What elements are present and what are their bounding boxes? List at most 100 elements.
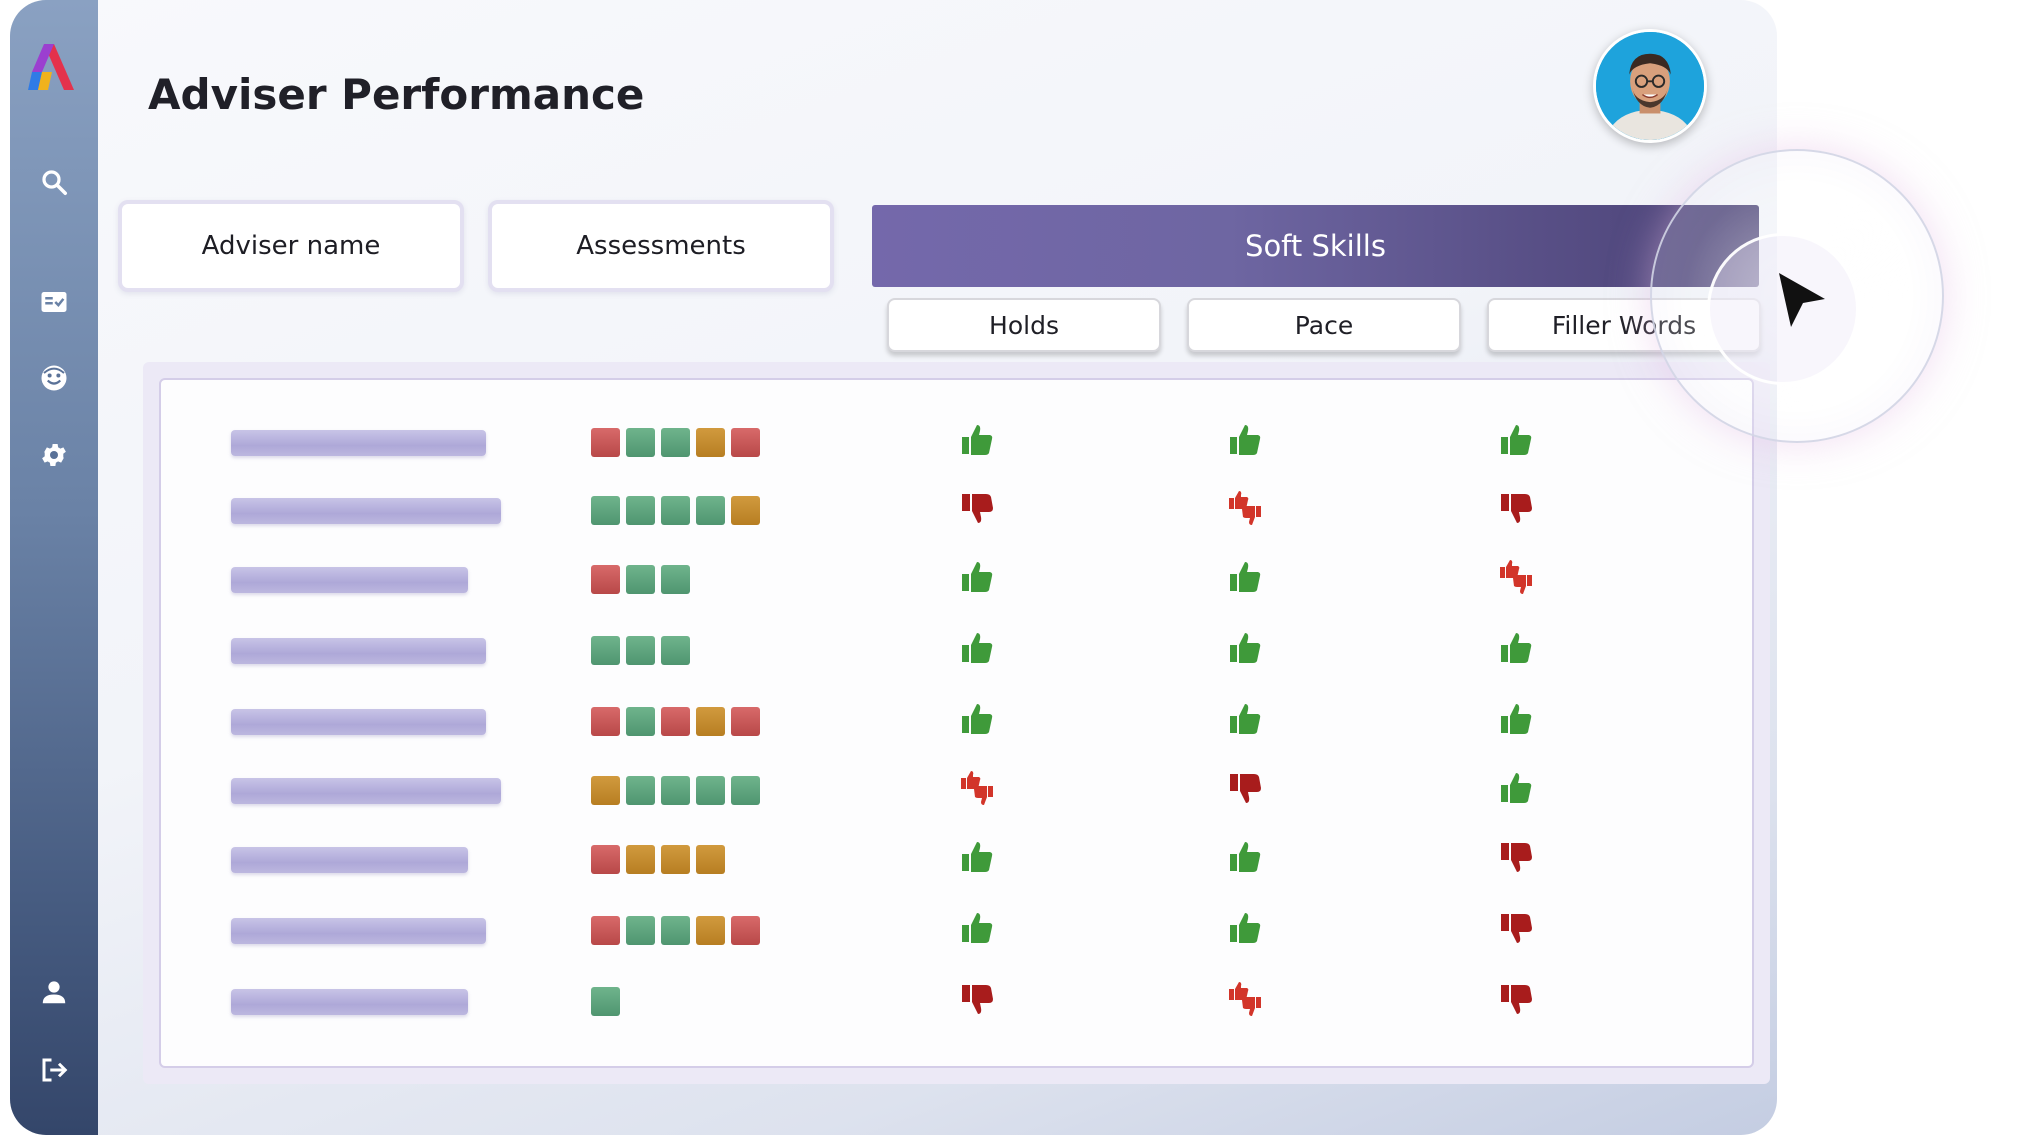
thumbs-mixed-icon [1498,559,1534,595]
thumbs-up-icon [1498,630,1534,666]
assessment-square-red [731,707,760,736]
adviser-name-header-label: Adviser name [201,231,381,261]
assessment-square-red [591,707,620,736]
assessment-square-orange [696,428,725,457]
assessment-square-green [626,707,655,736]
thumbs-up-icon [1227,910,1263,946]
adviser-name-placeholder [231,709,486,735]
thumbs-down-icon [1498,490,1534,526]
assessments-header[interactable]: Assessments [488,200,834,292]
app-window: Adviser Performance Adviser name Assessm… [10,0,1777,1135]
assessment-square-orange [696,707,725,736]
avatar[interactable] [1593,29,1707,143]
assessment-square-green [591,496,620,525]
table-row[interactable] [161,979,1756,1019]
logout-icon[interactable] [32,1048,76,1092]
table-panel [143,362,1770,1084]
assessment-square-orange [696,845,725,874]
assessment-squares [591,428,760,457]
table-row[interactable] [161,699,1756,739]
thumbs-up-icon [1227,701,1263,737]
face-icon[interactable] [32,356,76,400]
mouse-cursor-icon [1779,273,1825,327]
assessment-square-red [591,428,620,457]
assessment-squares [591,845,725,874]
assessment-square-green [626,916,655,945]
table-row[interactable] [161,557,1756,597]
adviser-name-placeholder [231,498,501,524]
table-row[interactable] [161,768,1756,808]
pace-tab-label: Pace [1294,310,1354,340]
adviser-name-placeholder [231,918,486,944]
assessment-square-orange [626,845,655,874]
assessment-square-green [661,916,690,945]
pace-tab[interactable]: Pace [1187,298,1461,352]
assessment-square-green [626,428,655,457]
assessment-squares [591,565,690,594]
thumbs-mixed-icon [1227,981,1263,1017]
thumbs-up-icon [1227,559,1263,595]
assessment-square-green [626,565,655,594]
assessment-square-green [696,776,725,805]
table-row[interactable] [161,837,1756,877]
table-row[interactable] [161,488,1756,528]
sidebar [10,0,98,1135]
assessment-square-orange [696,916,725,945]
assessment-square-green [626,636,655,665]
assessment-squares [591,707,760,736]
assessment-squares [591,496,760,525]
assessment-square-green [626,496,655,525]
assessment-square-red [731,916,760,945]
assessment-square-red [591,565,620,594]
assessment-squares [591,776,760,805]
adviser-name-placeholder [231,847,468,873]
adviser-name-placeholder [231,778,501,804]
thumbs-up-icon [959,422,995,458]
assessments-header-label: Assessments [576,231,746,261]
adviser-name-placeholder [231,567,468,593]
assessment-square-red [591,845,620,874]
checklist-icon[interactable] [32,280,76,324]
thumbs-down-icon [1498,839,1534,875]
assessment-square-green [661,496,690,525]
thumbs-mixed-icon [959,770,995,806]
assessment-square-green [591,636,620,665]
assessment-square-orange [731,496,760,525]
table-row[interactable] [161,908,1756,948]
gear-icon[interactable] [32,433,76,477]
soft-skills-header[interactable]: Soft Skills [872,205,1759,287]
assessment-square-green [696,496,725,525]
assessment-square-orange [591,776,620,805]
assessment-square-green [661,565,690,594]
thumbs-up-icon [1498,701,1534,737]
search-icon[interactable] [32,160,76,204]
assessment-square-green [626,776,655,805]
adviser-name-placeholder [231,989,468,1015]
soft-skills-header-label: Soft Skills [1245,229,1386,263]
table-row[interactable] [161,420,1756,460]
assessment-square-red [661,707,690,736]
assessment-squares [591,636,690,665]
assessment-square-green [661,428,690,457]
table-row[interactable] [161,628,1756,668]
page-title: Adviser Performance [148,70,645,119]
performance-table [159,378,1754,1068]
thumbs-up-icon [1227,422,1263,458]
adviser-name-placeholder [231,638,486,664]
thumbs-up-icon [959,701,995,737]
cursor-ring [1707,233,1859,385]
thumbs-down-icon [959,490,995,526]
assessment-square-green [661,776,690,805]
thumbs-up-icon [1498,770,1534,806]
thumbs-up-icon [959,559,995,595]
assessment-square-green [731,776,760,805]
assessment-squares [591,916,760,945]
thumbs-down-icon [959,981,995,1017]
adviser-name-placeholder [231,430,486,456]
assessment-square-red [731,428,760,457]
thumbs-up-icon [1498,422,1534,458]
adviser-name-header[interactable]: Adviser name [118,200,464,292]
user-icon[interactable] [32,970,76,1014]
holds-tab[interactable]: Holds [887,298,1161,352]
app-logo[interactable] [28,38,80,100]
